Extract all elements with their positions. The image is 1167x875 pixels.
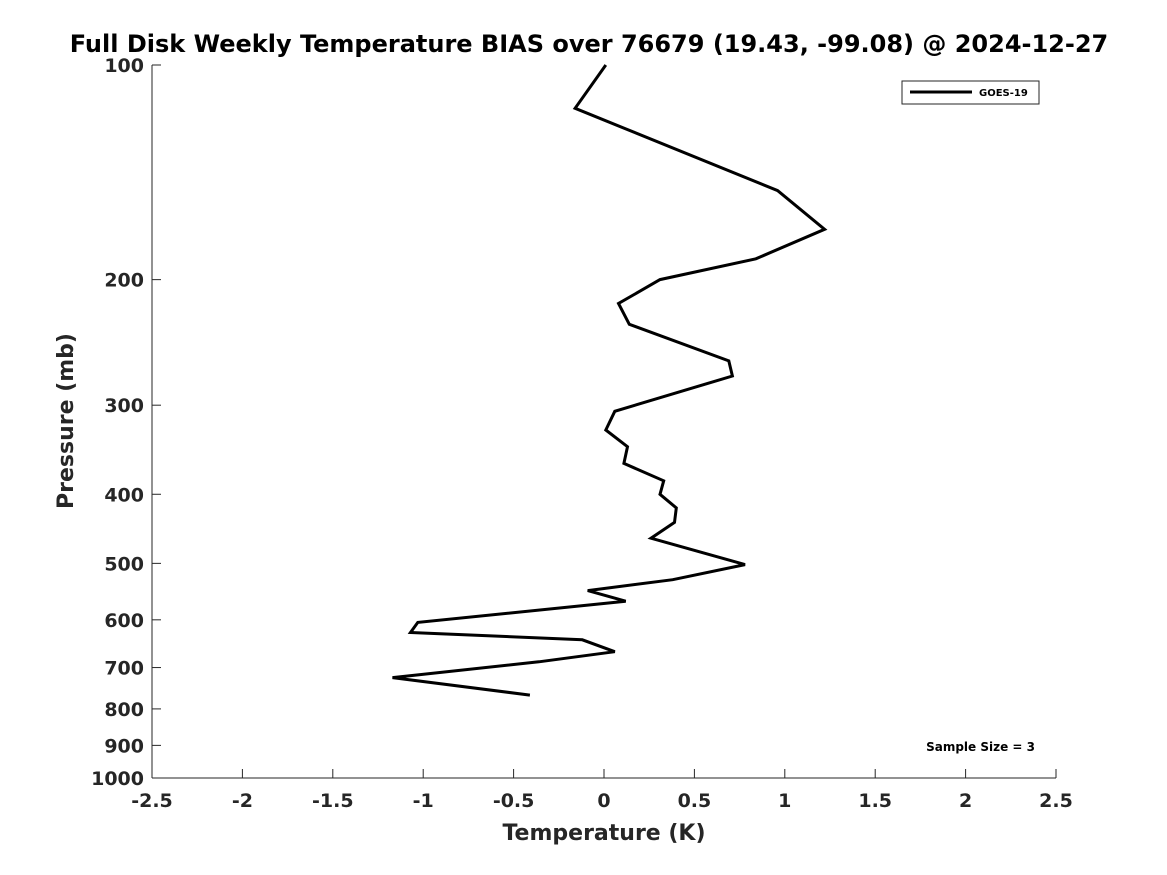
y-tick-label: 200	[104, 270, 144, 292]
y-axis-label: Pressure (mb)	[54, 333, 79, 509]
y-tick-label: 700	[104, 658, 144, 680]
x-tick-label: -2.5	[131, 790, 173, 812]
x-tick-label: 1.5	[858, 790, 892, 812]
y-tick-label: 300	[104, 395, 144, 417]
y-tick-label: 1000	[91, 768, 144, 790]
x-axis-label: Temperature (K)	[502, 821, 705, 846]
x-axis-ticks: -2.5 -2 -1.5 -1 -0.5 0 0.5 1 1.5 2 2.5	[131, 769, 1073, 812]
y-axis-ticks: 100 200 300 400 500 600 700 800 900 1000	[91, 55, 161, 790]
y-tick-label: 600	[104, 610, 144, 632]
sample-size-annotation: Sample Size = 3	[926, 740, 1035, 754]
legend-label-goes-19: GOES-19	[979, 88, 1028, 99]
x-tick-label: -1	[413, 790, 434, 812]
y-tick-label: 500	[104, 553, 144, 575]
x-tick-label: 2.5	[1039, 790, 1073, 812]
series-line-goes-19	[392, 64, 828, 697]
y-tick-label: 400	[104, 484, 144, 506]
x-tick-label: 2	[959, 790, 972, 812]
x-tick-label: -0.5	[493, 790, 535, 812]
y-tick-label: 900	[104, 735, 144, 757]
chart-title: Full Disk Weekly Temperature BIAS over 7…	[70, 30, 1109, 58]
y-tick-label: 800	[104, 699, 144, 721]
legend: GOES-19	[901, 80, 1040, 105]
series-lines	[392, 64, 828, 697]
x-tick-label: -1.5	[312, 790, 354, 812]
y-tick-label: 100	[104, 55, 144, 77]
x-tick-label: -2	[232, 790, 253, 812]
x-tick-label: 1	[778, 790, 791, 812]
x-tick-label: 0	[597, 790, 610, 812]
x-tick-label: 0.5	[678, 790, 712, 812]
